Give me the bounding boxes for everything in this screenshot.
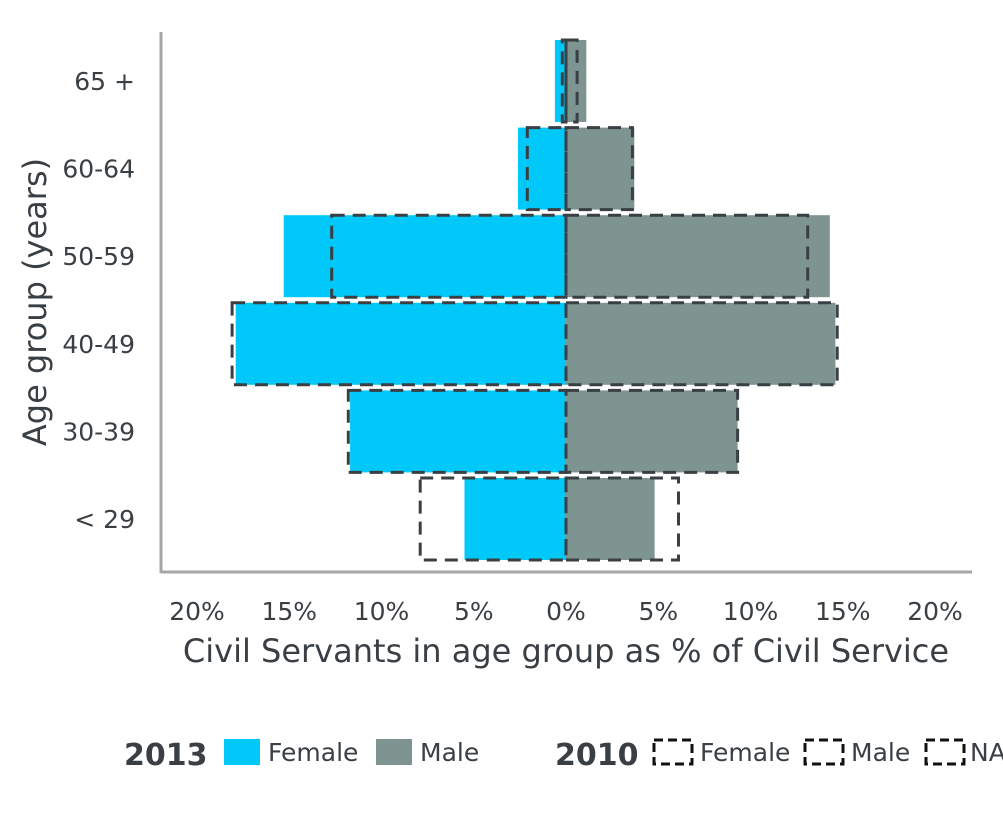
legend-title-2013: 2013 [124, 738, 208, 773]
y-tick-label-50-59: 50-59 [62, 242, 135, 271]
bar-2010-male-40-49 [564, 301, 839, 387]
x-tick-label-0: 20% [169, 597, 225, 626]
bar-2013-female-30-39 [350, 390, 566, 473]
y-tick-label-40-49: 40-49 [62, 330, 135, 359]
y-tick-label-29: < 29 [74, 505, 135, 534]
legend-swatch-na-2010 [924, 738, 966, 766]
legend-label-female-2010: Female [700, 738, 790, 767]
bar-2010-female-29 [418, 476, 568, 562]
legend-label-na-2010: NA [970, 738, 1003, 767]
y-axis-title: Age group (years) [16, 158, 54, 446]
bar-2013-male-29 [566, 478, 655, 560]
bar-2013-female-65 [554, 40, 566, 122]
bar-2013-male-40-49 [566, 302, 836, 385]
x-axis-title: Civil Servants in age group as % of Civi… [183, 632, 949, 670]
y-tick-label-65: 65 + [74, 67, 135, 96]
x-tick-labels: 20% 15% 10% 5% 0% 5% 10% 15% 20% [169, 597, 963, 626]
bar-2010-male-60-64 [564, 126, 634, 212]
bar-2010-male-65 [564, 38, 579, 124]
legend-label-female-2013: Female [268, 738, 358, 767]
bar-2013-male-60-64 [566, 127, 635, 210]
legend-swatch-male-2013 [376, 739, 412, 765]
bar-2010-male-50-59 [564, 213, 810, 299]
bar-2010-female-50-59 [330, 213, 568, 299]
bars-2013-group [235, 40, 836, 560]
legend: 2013 Female Male 2010 Female Male NA [124, 738, 1003, 773]
bars-2010-group [230, 38, 839, 562]
y-tick-label-60-64: 60-64 [62, 155, 135, 184]
x-tick-label-3: 5% [454, 597, 494, 626]
x-tick-label-7: 15% [815, 597, 871, 626]
bar-2013-female-40-49 [235, 302, 566, 385]
bar-2013-male-30-39 [566, 390, 738, 473]
bar-2010-male-30-39 [564, 388, 740, 474]
legend-label-male-2010: Male [851, 738, 910, 767]
legend-swatch-female-2010 [652, 738, 694, 766]
axes-group [159, 32, 972, 574]
legend-title-2010: 2010 [555, 738, 639, 773]
bar-2010-male-29 [564, 476, 680, 562]
bar-2010-female-65 [560, 38, 568, 124]
y-tick-label-30-39: 30-39 [62, 417, 135, 446]
bar-2013-female-50-59 [283, 215, 566, 298]
bar-2013-female-29 [464, 478, 566, 560]
x-tick-label-5: 5% [638, 597, 678, 626]
legend-swatch-male-2010 [803, 738, 845, 766]
bar-2013-female-60-64 [518, 127, 566, 210]
legend-swatch-female-2013 [224, 739, 260, 765]
y-tick-labels: 65 + 60-64 50-59 40-49 30-39 < 29 [62, 67, 135, 534]
x-tick-label-6: 10% [723, 597, 779, 626]
legend-label-male-2013: Male [420, 738, 479, 767]
x-tick-label-8: 20% [907, 597, 963, 626]
x-tick-label-2: 10% [354, 597, 410, 626]
bar-2013-male-50-59 [566, 215, 830, 298]
x-tick-label-4: 0% [546, 597, 586, 626]
bar-2010-female-60-64 [525, 126, 568, 212]
x-tick-label-1: 15% [262, 597, 318, 626]
